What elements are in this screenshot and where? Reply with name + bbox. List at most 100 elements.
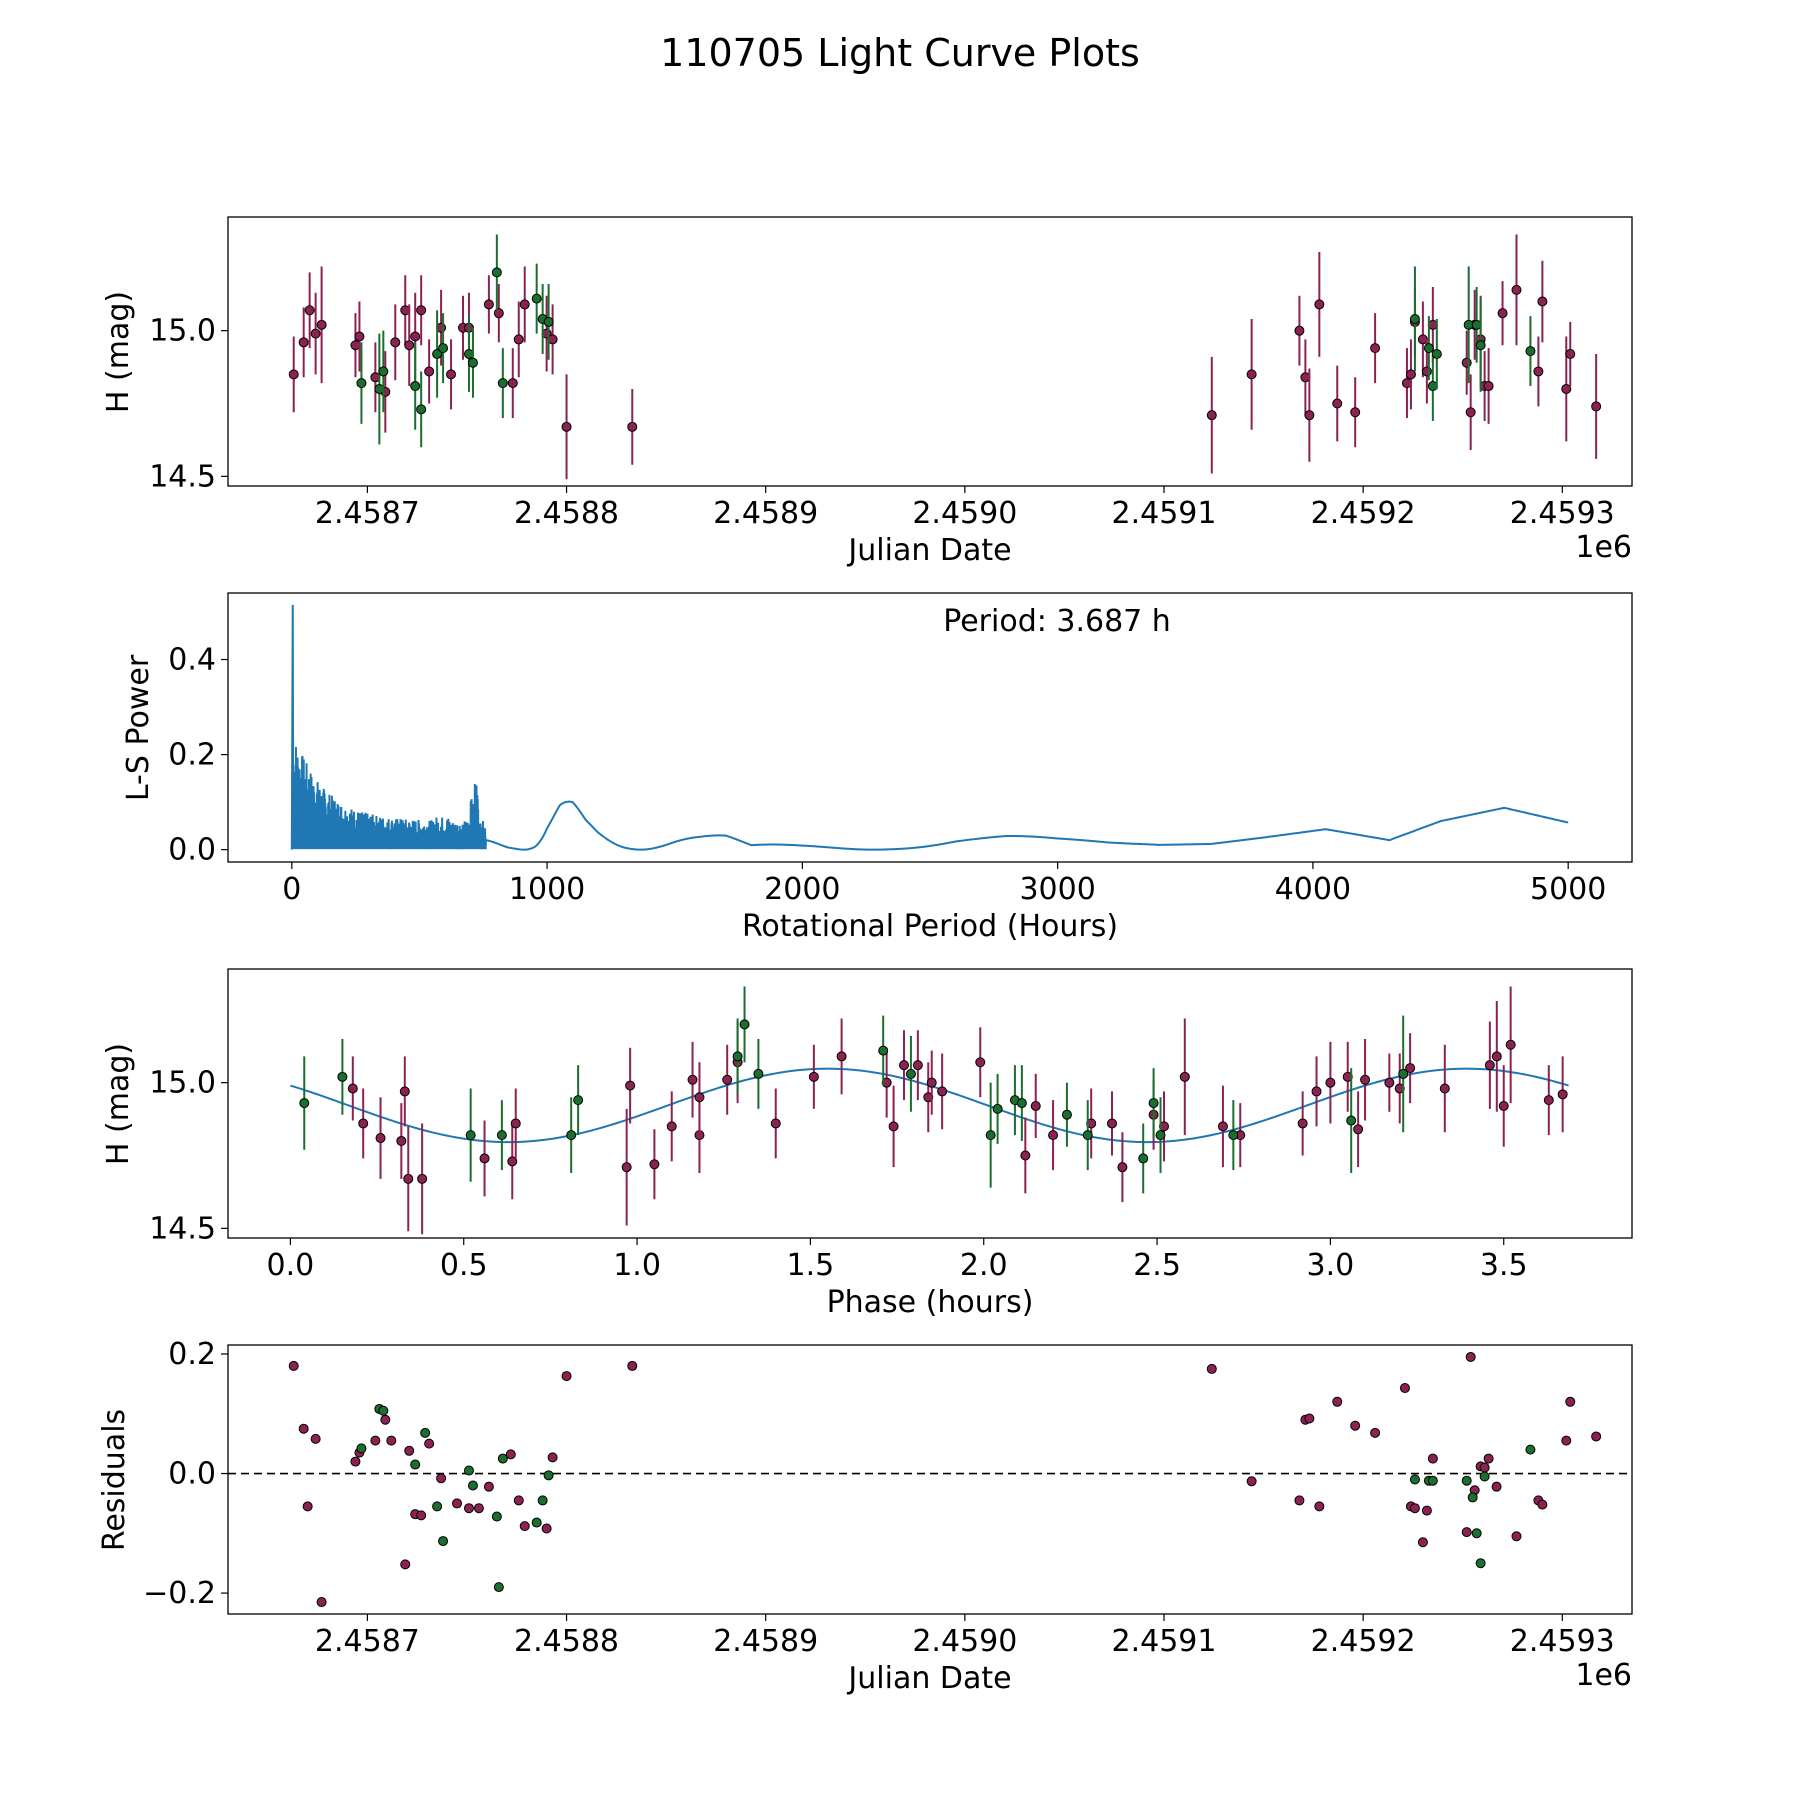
lightcurve-point-magenta <box>416 305 427 316</box>
phased-point-magenta <box>899 1060 909 1071</box>
lightcurve-xtick-label: 2.4587 <box>315 496 420 531</box>
residuals-point-magenta <box>505 1449 516 1460</box>
lightcurve-point-magenta <box>627 421 638 432</box>
phased-point-magenta <box>1107 1118 1117 1129</box>
periodogram-ytick-label: 0.4 <box>168 643 216 678</box>
phased-point-green <box>905 1068 916 1079</box>
phased-panel: H (mag) Phase (hours) 0.0 0.5 1.0 1.5 2.0 2.5… <box>101 968 1633 1320</box>
residuals-point-magenta <box>561 1371 572 1382</box>
residuals-xlabel: Julian Date <box>846 1661 1011 1696</box>
lightcurve-point-magenta <box>483 299 494 310</box>
residuals-point-magenta <box>1417 1537 1428 1548</box>
periodogram-ylabel: L-S Power <box>121 654 156 801</box>
residuals-point-magenta <box>1491 1481 1502 1492</box>
lightcurve-point-green <box>1423 343 1434 354</box>
lightcurve-point-green <box>1475 340 1486 351</box>
lightcurve-point-magenta <box>519 299 530 310</box>
phased-point-magenta <box>1179 1071 1190 1082</box>
residuals-point-magenta <box>513 1495 524 1506</box>
residuals-point-magenta <box>547 1452 558 1463</box>
lightcurve-point-green <box>531 293 542 304</box>
residuals-point-magenta <box>1483 1453 1494 1464</box>
residuals-point-magenta <box>400 1559 411 1570</box>
lightcurve-point-magenta <box>1591 401 1602 412</box>
phased-point-magenta <box>1030 1100 1041 1111</box>
lightcurve-point-green <box>356 378 367 389</box>
residuals-xtick-label: 2.4589 <box>713 1624 818 1659</box>
lightcurve-axes-frame <box>227 216 1633 487</box>
lightcurve-xtick-label: 2.4590 <box>912 496 1017 531</box>
periodogram-ytick-label: 0.0 <box>168 833 216 868</box>
lightcurve-xtick-label: 2.4588 <box>514 496 619 531</box>
phased-point-magenta <box>975 1057 986 1068</box>
phased-point-magenta <box>722 1074 733 1085</box>
residuals-point-magenta <box>1591 1431 1602 1442</box>
phased-point-green <box>1016 1098 1027 1109</box>
lightcurve-point-magenta <box>1465 407 1476 418</box>
residuals-point-magenta <box>1465 1351 1476 1362</box>
residuals-point-green <box>497 1453 508 1464</box>
lightcurve-xlabel: Julian Date <box>846 533 1011 568</box>
residuals-point-green <box>531 1517 542 1528</box>
phased-xtick-label: 1.0 <box>613 1248 661 1283</box>
phased-point-magenta <box>1217 1121 1228 1132</box>
residuals-point-magenta <box>1409 1503 1420 1514</box>
lightcurve-point-magenta <box>1497 308 1508 319</box>
residuals-ytick-label: 0.2 <box>168 1337 216 1372</box>
residuals-point-green <box>537 1495 548 1506</box>
phased-point-magenta <box>1048 1130 1059 1141</box>
residuals-point-magenta <box>1304 1413 1315 1424</box>
lightcurve-point-magenta <box>1294 325 1305 336</box>
phased-point-magenta <box>625 1080 636 1091</box>
figure-title: 110705 Light Curve Plots <box>660 31 1140 75</box>
phased-xtick-label: 1.5 <box>787 1248 835 1283</box>
residuals-point-magenta <box>1565 1396 1576 1407</box>
phased-ytick-label: 15.0 <box>149 1066 216 1101</box>
lightcurve-point-green <box>410 381 421 392</box>
periodogram-xtick-label: 4000 <box>1275 872 1351 907</box>
phased-point-magenta <box>1020 1150 1031 1161</box>
residuals-point-magenta <box>541 1523 552 1534</box>
residuals-xtick-label: 2.4593 <box>1510 1624 1615 1659</box>
residuals-point-green <box>410 1459 421 1470</box>
phased-point-magenta <box>808 1071 819 1082</box>
phased-point-green <box>992 1103 1003 1114</box>
residuals-point-magenta <box>1350 1420 1361 1431</box>
residuals-point-magenta <box>350 1456 361 1467</box>
lightcurve-xtick-label: 2.4589 <box>713 496 818 531</box>
periodogram-panel: L-S Power Rotational Period (Hours) Peri… <box>121 592 1633 944</box>
phased-point-magenta <box>1086 1118 1097 1129</box>
lightcurve-point-green <box>1409 314 1420 325</box>
lightcurve-point-magenta <box>1332 398 1343 409</box>
lightcurve-point-green <box>543 316 554 327</box>
phased-point-green <box>753 1068 764 1079</box>
lightcurve-point-magenta <box>354 331 365 342</box>
residuals-point-green <box>1427 1475 1438 1486</box>
lightcurve-point-magenta <box>288 369 299 380</box>
residuals-point-green <box>378 1405 389 1416</box>
residuals-point-green <box>420 1427 431 1438</box>
lightcurve-ytick-label: 14.5 <box>149 459 216 494</box>
phased-point-magenta <box>358 1118 369 1129</box>
lightcurve-ylabel: H (mag) <box>101 291 136 413</box>
residuals-point-magenta <box>452 1498 463 1509</box>
residuals-point-magenta <box>404 1445 415 1456</box>
phased-point-green <box>1061 1109 1072 1120</box>
periodogram-ytick-label: 0.2 <box>168 738 216 773</box>
phased-point-magenta <box>1505 1039 1516 1050</box>
residuals-point-magenta <box>416 1510 427 1521</box>
residuals-point-magenta <box>1332 1396 1343 1407</box>
phased-point-green <box>337 1071 348 1082</box>
phased-xtick-label: 3.0 <box>1307 1248 1355 1283</box>
residuals-point-green <box>1479 1471 1490 1482</box>
phased-point-magenta <box>1117 1162 1128 1173</box>
lightcurve-point-green <box>497 378 508 389</box>
phased-point-magenta <box>403 1173 414 1184</box>
periodogram-axes-frame <box>227 592 1633 863</box>
residuals-point-green <box>1525 1444 1536 1455</box>
phased-point-green <box>1138 1153 1149 1164</box>
residuals-point-magenta <box>1479 1462 1490 1473</box>
phased-point-magenta <box>375 1133 386 1144</box>
lightcurve-ytick-label: 15.0 <box>149 314 216 349</box>
